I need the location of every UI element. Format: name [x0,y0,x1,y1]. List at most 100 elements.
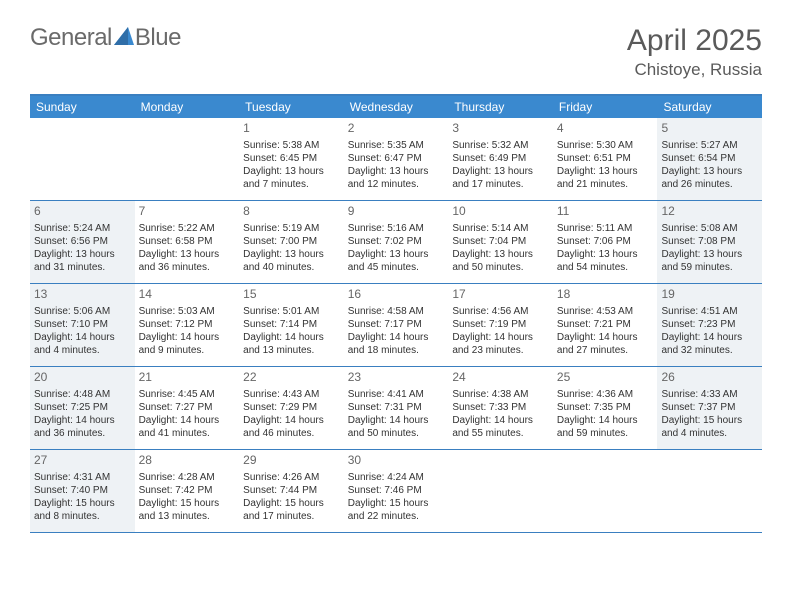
day-number: 26 [661,370,758,386]
day-cell [135,118,240,200]
day-daylight: Daylight: 13 hours and 50 minutes. [452,248,549,274]
dow-wednesday: Wednesday [344,96,449,118]
day-number: 2 [348,121,445,137]
dow-friday: Friday [553,96,658,118]
day-sunset: Sunset: 7:02 PM [348,235,445,248]
day-sunset: Sunset: 6:49 PM [452,152,549,165]
day-sunset: Sunset: 7:04 PM [452,235,549,248]
day-number: 12 [661,204,758,220]
day-cell: 10Sunrise: 5:14 AMSunset: 7:04 PMDayligh… [448,201,553,283]
day-number: 1 [243,121,340,137]
day-sunset: Sunset: 6:51 PM [557,152,654,165]
day-daylight: Daylight: 13 hours and 36 minutes. [139,248,236,274]
day-sunrise: Sunrise: 4:51 AM [661,305,758,318]
day-cell: 13Sunrise: 5:06 AMSunset: 7:10 PMDayligh… [30,284,135,366]
weeks-container: 1Sunrise: 5:38 AMSunset: 6:45 PMDaylight… [30,118,762,533]
page-title: April 2025 [627,24,762,58]
day-sunrise: Sunrise: 5:08 AM [661,222,758,235]
day-daylight: Daylight: 14 hours and 41 minutes. [139,414,236,440]
day-daylight: Daylight: 13 hours and 26 minutes. [661,165,758,191]
day-daylight: Daylight: 14 hours and 55 minutes. [452,414,549,440]
day-number: 25 [557,370,654,386]
day-cell: 17Sunrise: 4:56 AMSunset: 7:19 PMDayligh… [448,284,553,366]
day-number: 23 [348,370,445,386]
day-number: 29 [243,453,340,469]
day-cell: 18Sunrise: 4:53 AMSunset: 7:21 PMDayligh… [553,284,658,366]
day-cell: 8Sunrise: 5:19 AMSunset: 7:00 PMDaylight… [239,201,344,283]
day-cell: 12 Sunrise: 5:08 AMSunset: 7:08 PMDayligh… [657,201,762,283]
day-cell: 11Sunrise: 5:11 AMSunset: 7:06 PMDayligh… [553,201,658,283]
day-sunset: Sunset: 7:29 PM [243,401,340,414]
day-number: 11 [557,204,654,220]
day-number: 22 [243,370,340,386]
brand-logo: General Blue [30,24,181,52]
day-number: 16 [348,287,445,303]
day-sunset: Sunset: 7:00 PM [243,235,340,248]
day-sunset: Sunset: 7:42 PM [139,484,236,497]
day-sunrise: Sunrise: 4:33 AM [661,388,758,401]
week-row: 1Sunrise: 5:38 AMSunset: 6:45 PMDaylight… [30,118,762,201]
day-sunrise: Sunrise: 4:58 AM [348,305,445,318]
day-daylight: Daylight: 14 hours and 32 minutes. [661,331,758,357]
day-number: 13 [34,287,131,303]
days-of-week-header: Sunday Monday Tuesday Wednesday Thursday… [30,96,762,118]
day-sunrise: Sunrise: 5:38 AM [243,139,340,152]
day-sunset: Sunset: 7:33 PM [452,401,549,414]
day-cell: 15Sunrise: 5:01 AMSunset: 7:14 PMDayligh… [239,284,344,366]
day-sunset: Sunset: 7:19 PM [452,318,549,331]
logo-triangle-icon [114,24,134,52]
day-cell: 22Sunrise: 4:43 AMSunset: 7:29 PMDayligh… [239,367,344,449]
day-number: 5 [661,121,758,137]
week-row: 13Sunrise: 5:06 AMSunset: 7:10 PMDayligh… [30,284,762,367]
day-sunset: Sunset: 7:08 PM [661,235,758,248]
day-cell: 23Sunrise: 4:41 AMSunset: 7:31 PMDayligh… [344,367,449,449]
day-sunset: Sunset: 7:35 PM [557,401,654,414]
day-number: 3 [452,121,549,137]
day-cell: 4Sunrise: 5:30 AMSunset: 6:51 PMDaylight… [553,118,658,200]
day-cell: 2Sunrise: 5:35 AMSunset: 6:47 PMDaylight… [344,118,449,200]
dow-sunday: Sunday [30,96,135,118]
day-daylight: Daylight: 13 hours and 45 minutes. [348,248,445,274]
day-daylight: Daylight: 13 hours and 54 minutes. [557,248,654,274]
day-sunset: Sunset: 7:23 PM [661,318,758,331]
day-daylight: Daylight: 13 hours and 59 minutes. [661,248,758,274]
day-daylight: Daylight: 14 hours and 23 minutes. [452,331,549,357]
day-sunset: Sunset: 7:14 PM [243,318,340,331]
page: General Blue April 2025 Chistoye, Russia… [0,0,792,557]
day-sunrise: Sunrise: 5:16 AM [348,222,445,235]
day-sunset: Sunset: 7:12 PM [139,318,236,331]
day-number: 6 [34,204,131,220]
week-row: 6Sunrise: 5:24 AMSunset: 6:56 PMDaylight… [30,201,762,284]
day-sunrise: Sunrise: 4:48 AM [34,388,131,401]
day-sunrise: Sunrise: 4:28 AM [139,471,236,484]
day-sunset: Sunset: 7:10 PM [34,318,131,331]
day-sunset: Sunset: 7:17 PM [348,318,445,331]
day-daylight: Daylight: 13 hours and 7 minutes. [243,165,340,191]
day-sunrise: Sunrise: 4:24 AM [348,471,445,484]
week-row: 20Sunrise: 4:48 AMSunset: 7:25 PMDayligh… [30,367,762,450]
day-cell: 7Sunrise: 5:22 AMSunset: 6:58 PMDaylight… [135,201,240,283]
day-number: 8 [243,204,340,220]
day-daylight: Daylight: 13 hours and 17 minutes. [452,165,549,191]
day-sunrise: Sunrise: 4:31 AM [34,471,131,484]
day-sunset: Sunset: 6:45 PM [243,152,340,165]
dow-tuesday: Tuesday [239,96,344,118]
day-sunrise: Sunrise: 4:26 AM [243,471,340,484]
day-daylight: Daylight: 14 hours and 4 minutes. [34,331,131,357]
day-cell: 16Sunrise: 4:58 AMSunset: 7:17 PMDayligh… [344,284,449,366]
day-number: 24 [452,370,549,386]
day-daylight: Daylight: 14 hours and 13 minutes. [243,331,340,357]
day-sunrise: Sunrise: 4:36 AM [557,388,654,401]
day-daylight: Daylight: 14 hours and 50 minutes. [348,414,445,440]
day-daylight: Daylight: 14 hours and 46 minutes. [243,414,340,440]
day-sunrise: Sunrise: 4:38 AM [452,388,549,401]
dow-monday: Monday [135,96,240,118]
day-sunrise: Sunrise: 4:45 AM [139,388,236,401]
day-daylight: Daylight: 15 hours and 8 minutes. [34,497,131,523]
day-daylight: Daylight: 15 hours and 4 minutes. [661,414,758,440]
day-daylight: Daylight: 14 hours and 36 minutes. [34,414,131,440]
title-block: April 2025 Chistoye, Russia [627,24,762,80]
day-sunrise: Sunrise: 5:22 AM [139,222,236,235]
day-sunset: Sunset: 6:54 PM [661,152,758,165]
day-sunrise: Sunrise: 5:35 AM [348,139,445,152]
